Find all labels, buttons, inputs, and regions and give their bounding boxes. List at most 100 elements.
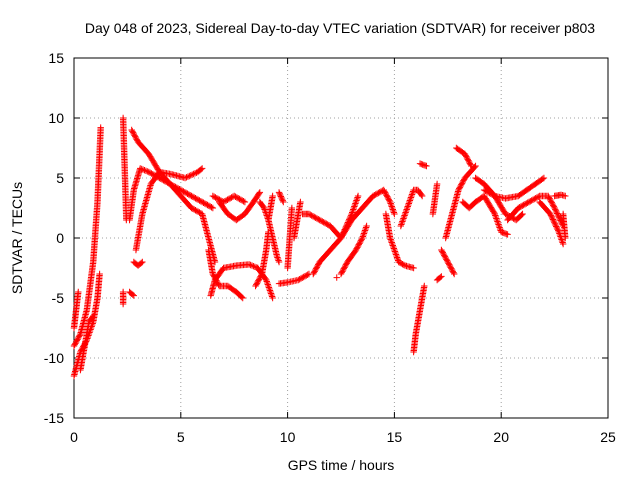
data-point [490,192,497,199]
data-point [443,257,451,264]
data-point [389,204,396,212]
data-point [189,193,197,200]
data-point [252,282,259,290]
data-point [269,294,276,302]
data-point [487,190,494,197]
data-point [274,254,281,261]
data-point [401,210,409,218]
data-point [390,207,397,215]
data-point [262,275,269,282]
data-point [550,203,558,210]
data-point [408,192,415,200]
data-point [119,300,127,308]
data-point [308,212,315,219]
data-point [390,209,398,216]
data-point [317,217,325,224]
data-point [133,136,140,143]
data-point [372,191,379,198]
data-point [468,162,475,170]
data-point [266,287,274,294]
data-point [390,243,397,251]
data-point [240,198,247,205]
data-point [350,206,357,213]
data-point [348,210,355,218]
data-point [72,340,79,347]
data-point [311,268,318,275]
data-point [376,189,383,196]
data-point [400,261,407,269]
data-point [549,200,556,208]
data-point [96,270,103,278]
data-point [191,170,199,177]
data-point [516,204,523,211]
data-point [257,273,264,280]
data-point [547,210,554,218]
data-point [198,165,206,172]
data-point [548,213,555,220]
data-point [75,333,83,340]
data-point [192,195,199,202]
data-point [458,180,466,187]
data-point [224,196,231,203]
data-point [495,221,502,228]
data-point [258,272,265,279]
data-point [558,237,566,245]
data-point [391,248,399,255]
data-point [519,210,526,218]
data-point [467,161,474,168]
y-tick-label: -10 [44,350,64,366]
data-point [465,157,472,164]
data-point [418,192,426,200]
data-point [525,198,533,206]
data-point [552,221,559,229]
data-point [407,194,415,201]
data-point [288,204,296,212]
data-point [407,195,414,203]
data-point [392,251,400,258]
data-point [237,196,245,203]
data-point [200,199,207,206]
x-axis-label: GPS time / hours [288,457,395,473]
data-point [389,206,396,213]
data-point [144,168,151,175]
data-point [193,207,201,215]
data-point [303,272,310,279]
data-point [462,152,469,159]
data-point [189,205,197,212]
data-point [324,221,331,228]
data-point [75,288,82,296]
data-point [539,175,546,183]
data-point [194,196,202,203]
data-point [181,189,189,196]
data-point [562,234,569,242]
data-point [128,126,135,134]
data-point [549,216,557,223]
data-point [353,195,361,203]
data-point [254,278,261,286]
data-point [387,201,395,209]
data-point [355,241,362,248]
data-point [275,257,282,264]
data-point [496,225,504,233]
data-point [359,233,367,240]
data-point [421,282,428,290]
data-point [423,162,430,170]
data-point [535,193,542,200]
data-point [381,189,389,196]
data-point [263,278,270,285]
data-point [266,285,273,293]
data-point [362,224,370,231]
data-point [264,281,272,288]
data-point [97,124,104,131]
data-points [70,114,569,380]
data-point [253,280,261,287]
data-point [388,203,395,210]
data-point [183,174,190,181]
data-point [494,218,501,225]
data-point [142,167,150,174]
data-point [490,209,498,216]
data-point [225,195,233,203]
data-point [540,174,548,182]
data-point [553,223,560,230]
data-point [463,154,471,162]
